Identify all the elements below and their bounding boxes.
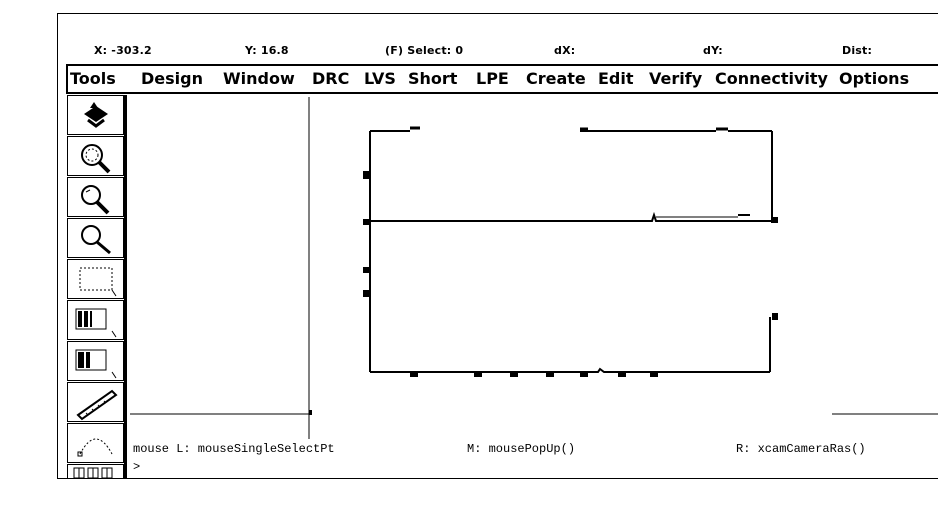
layout-geometry <box>369 126 773 373</box>
select-count-readout: (F) Select: 0 <box>385 44 464 57</box>
distance-readout: Dist: <box>842 44 873 57</box>
stretch-button[interactable] <box>67 300 124 340</box>
menu-short[interactable]: Short <box>408 69 458 88</box>
menu-bar: Tools Design Window DRC LVS Short LPE Cr… <box>66 64 938 94</box>
zoom-fit-button[interactable] <box>67 136 124 176</box>
arc-icon <box>77 438 113 457</box>
zoom-in-button[interactable] <box>67 177 124 217</box>
ruler-button[interactable] <box>67 382 124 422</box>
coordinate-readout: X: -303.2 Y: 16.8 (F) Select: 0 dX: dY: … <box>57 44 938 62</box>
mouse-bindings-bar: mouse L: mouseSingleSelectPt M: mousePop… <box>130 439 938 459</box>
menu-edit[interactable]: Edit <box>598 69 634 88</box>
menu-options[interactable]: Options <box>839 69 910 88</box>
menu-connectivity[interactable]: Connectivity <box>715 69 828 88</box>
ruler-icon <box>76 389 118 421</box>
dx-readout: dX: <box>554 44 576 57</box>
menu-create[interactable]: Create <box>526 69 586 88</box>
menu-window[interactable]: Window <box>223 69 295 88</box>
zoom-fit-icon <box>81 144 111 174</box>
mouse-right-binding: R: xcamCameraRas() <box>736 442 866 456</box>
prompt-symbol: > <box>133 460 141 474</box>
copy-icon <box>75 349 117 379</box>
select-box-icon <box>79 267 117 297</box>
tool-palette <box>67 95 127 479</box>
zoom-out-icon <box>81 225 111 255</box>
layout-canvas[interactable] <box>130 97 938 439</box>
menu-tools[interactable]: Tools <box>70 69 116 88</box>
zoom-out-button[interactable] <box>67 218 124 258</box>
grid-button[interactable] <box>67 464 124 479</box>
cursor-y-readout: Y: 16.8 <box>245 44 289 57</box>
zoom-in-icon <box>81 185 110 215</box>
save-button[interactable] <box>67 95 124 135</box>
menu-design[interactable]: Design <box>141 69 203 88</box>
mouse-middle-binding: M: mousePopUp() <box>467 442 576 456</box>
dy-readout: dY: <box>703 44 723 57</box>
select-box-button[interactable] <box>67 259 124 299</box>
mouse-left-binding: mouse L: mouseSingleSelectPt <box>133 442 335 456</box>
arc-button[interactable] <box>67 423 124 463</box>
menu-drc[interactable]: DRC <box>312 69 350 88</box>
command-prompt[interactable]: > <box>133 459 938 477</box>
contact-pads <box>363 171 778 377</box>
cursor-x-readout: X: -303.2 <box>94 44 152 57</box>
menu-verify[interactable]: Verify <box>649 69 703 88</box>
stretch-icon <box>75 308 117 338</box>
copy-button[interactable] <box>67 341 124 381</box>
grid-icon <box>73 467 113 479</box>
save-icon <box>84 102 108 128</box>
menu-lpe[interactable]: LPE <box>476 69 509 88</box>
menu-lvs[interactable]: LVS <box>364 69 396 88</box>
